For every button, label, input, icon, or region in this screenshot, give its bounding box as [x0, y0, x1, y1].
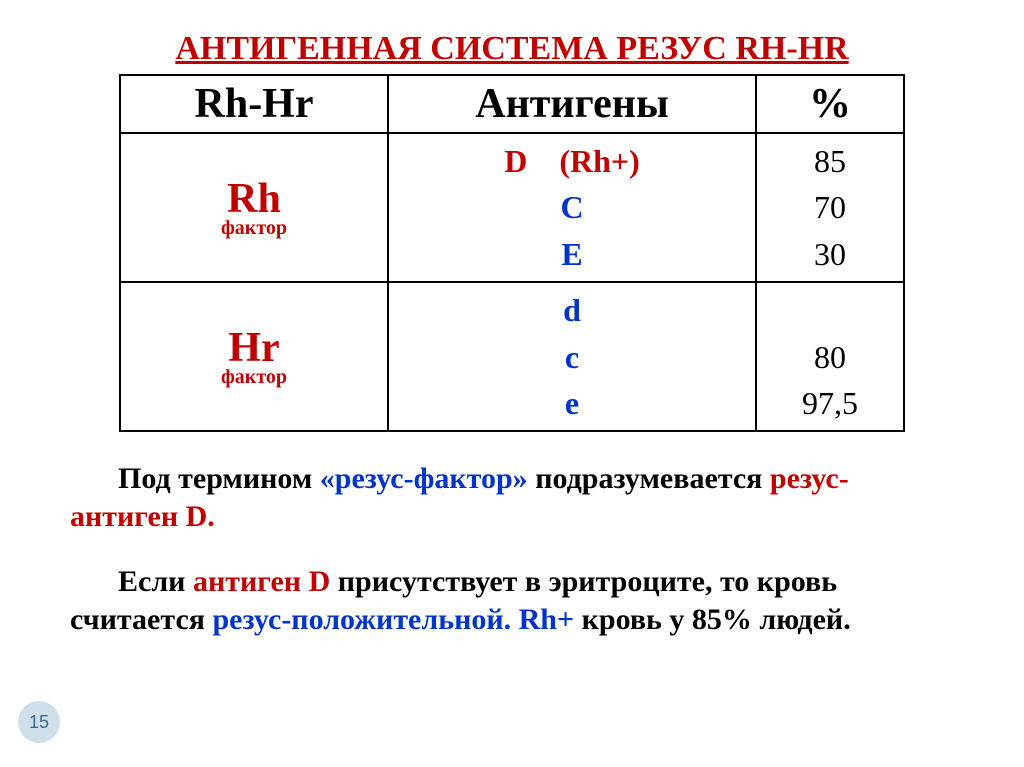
antigen-d: D (Rh+) [407, 138, 737, 184]
antigen-d-lower: d [407, 287, 737, 333]
slide-number-badge: 15 [18, 701, 60, 743]
table-row: Нr фактор d c e 80 97,5 [120, 282, 904, 431]
pct-e-lower: 97,5 [775, 380, 885, 426]
slide-title: АНТИГЕННАЯ СИСТЕМА РЕЗУС RH-НR [70, 30, 954, 68]
paragraph-2: Если антиген D присутствует в эритроците… [70, 563, 954, 638]
antigen-c-lower: c [407, 334, 737, 380]
pct-d: 85 [775, 138, 885, 184]
col-header-percent: % [756, 75, 904, 133]
rh-percent-cell: 85 70 30 [756, 133, 904, 282]
antigen-c-upper: C [407, 184, 737, 230]
table-row: Rh фактор D (Rh+) C E 85 70 30 [120, 133, 904, 282]
hr-factor-cell: Нr фактор [120, 282, 388, 431]
rh-factor-sub: фактор [139, 217, 369, 240]
p2-t4: резус-положительной. Rh+ [213, 603, 582, 636]
hr-antigens-cell: d c e [388, 282, 756, 431]
table-header-row: Rh-Нr Антигены % [120, 75, 904, 133]
hr-factor-sub: фактор [139, 366, 369, 389]
pct-c-upper: 70 [775, 184, 885, 230]
pct-e-upper: 30 [775, 231, 885, 277]
p2-t5: кровь у 85% людей. [582, 603, 851, 636]
p1-t3: подразумевается [535, 462, 770, 495]
p1-t1: Под термином [118, 462, 320, 495]
pct-d-lower [775, 287, 885, 333]
antigen-e-lower: e [407, 380, 737, 426]
antigen-table: Rh-Нr Антигены % Rh фактор D (Rh+) C E 8… [119, 74, 905, 432]
col-header-antigens: Антигены [388, 75, 756, 133]
paragraph-1: Под термином «резус-фактор» подразумевае… [70, 460, 954, 535]
antigen-d-extra: (Rh+) [559, 143, 639, 179]
p2-t2: антиген D [193, 565, 338, 598]
rh-antigens-cell: D (Rh+) C E [388, 133, 756, 282]
hr-percent-cell: 80 97,5 [756, 282, 904, 431]
rh-factor-label: Rh [227, 176, 281, 222]
hr-factor-label: Нr [228, 325, 279, 371]
p1-t2: «резус-фактор» [320, 462, 535, 495]
p2-t1: Если [118, 565, 193, 598]
pct-c-lower: 80 [775, 334, 885, 380]
rh-factor-cell: Rh фактор [120, 133, 388, 282]
col-header-rh-hr: Rh-Нr [120, 75, 388, 133]
antigen-e-upper: E [407, 231, 737, 277]
antigen-d-label: D [504, 143, 527, 179]
